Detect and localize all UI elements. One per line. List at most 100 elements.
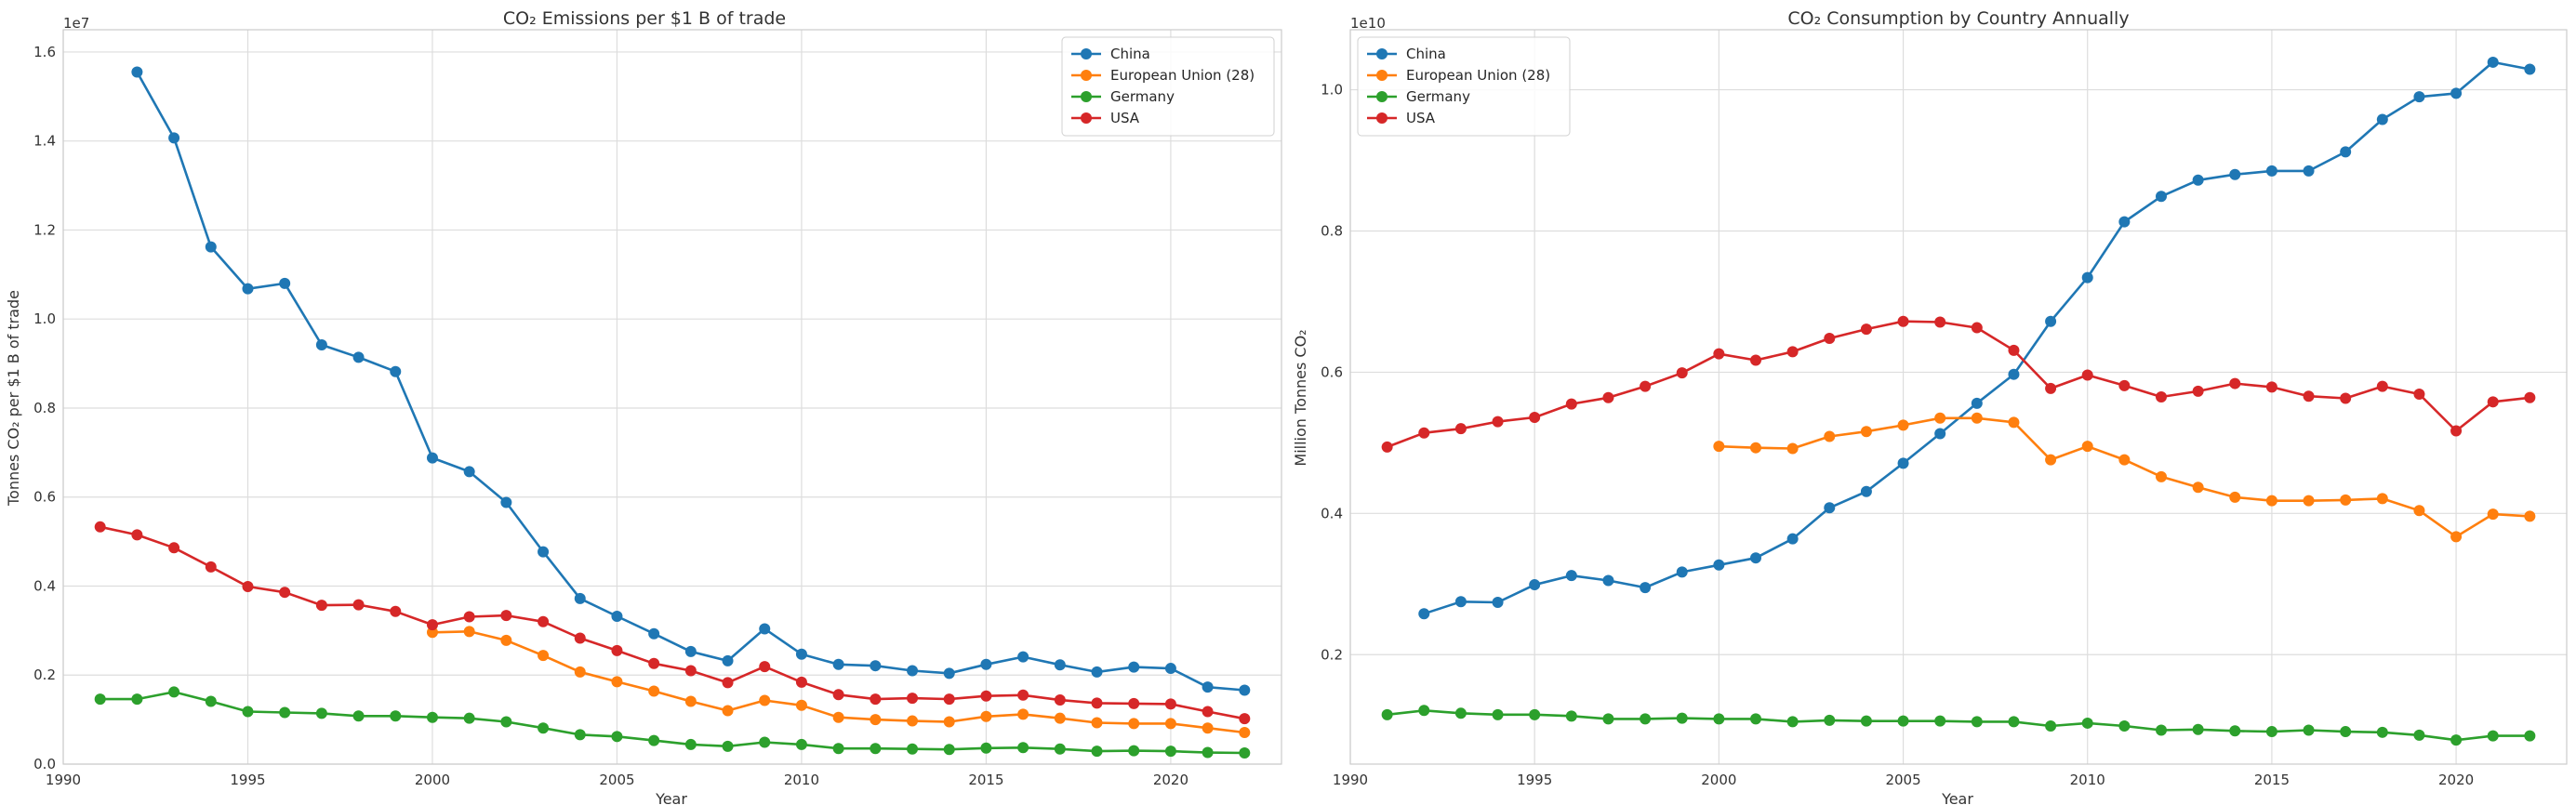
legend-item-germany: Germany <box>1367 88 1470 105</box>
data-point <box>1418 427 1430 439</box>
data-point <box>1529 708 1541 720</box>
data-point <box>2524 391 2536 403</box>
series-china <box>131 66 1251 696</box>
data-point <box>205 241 217 253</box>
data-point <box>1202 746 1214 759</box>
data-point <box>1381 441 1393 453</box>
grid <box>62 29 1282 765</box>
x-tick-label: 1990 <box>46 772 81 788</box>
data-point <box>352 710 365 722</box>
data-point <box>279 706 291 719</box>
data-point <box>907 715 919 727</box>
data-point <box>684 665 697 677</box>
data-point <box>907 693 919 705</box>
data-point <box>242 580 254 592</box>
data-point <box>870 743 882 755</box>
data-point <box>2008 368 2020 380</box>
data-point <box>2450 734 2463 746</box>
data-point <box>2413 505 2425 517</box>
y-tick-label: 1.2 <box>33 221 56 238</box>
data-point <box>1054 659 1066 671</box>
data-point <box>2413 388 2425 400</box>
x-axis-label: Year <box>1941 790 1973 805</box>
data-point <box>980 742 992 754</box>
legend-item-usa: USA <box>1367 110 1436 126</box>
data-point <box>648 685 660 697</box>
data-point <box>2340 494 2352 506</box>
data-point <box>1454 707 1467 719</box>
data-point <box>1091 746 1103 758</box>
data-point <box>1128 661 1140 673</box>
data-point <box>2340 146 2352 158</box>
data-point <box>2156 391 2167 402</box>
data-point <box>648 734 660 746</box>
data-point <box>1164 746 1176 758</box>
data-point <box>2118 719 2131 732</box>
data-point <box>980 710 992 722</box>
data-point <box>2265 495 2277 507</box>
data-point <box>1454 423 1467 435</box>
data-point <box>463 611 475 623</box>
data-point <box>1713 559 1725 571</box>
data-point <box>538 615 550 627</box>
y-tick-label: 0.4 <box>1321 505 1343 521</box>
data-point <box>352 351 365 363</box>
data-point <box>722 654 734 666</box>
plot-frame <box>1349 29 2568 765</box>
data-point <box>1860 715 1872 727</box>
data-point <box>2524 63 2536 75</box>
data-point <box>2524 730 2536 742</box>
grid <box>1349 29 2568 765</box>
data-point <box>870 693 882 706</box>
data-point <box>759 623 771 635</box>
data-point <box>500 634 512 646</box>
data-point <box>1602 574 1614 587</box>
data-point <box>1713 441 1725 453</box>
legend-label: USA <box>1406 110 1436 126</box>
x-tick-label: 2020 <box>2438 772 2474 788</box>
data-point <box>2303 165 2315 177</box>
data-point <box>1381 708 1393 720</box>
legend-swatch-marker <box>1376 91 1388 102</box>
data-point <box>168 686 180 698</box>
data-point <box>722 677 734 689</box>
data-point <box>2487 730 2499 742</box>
data-point <box>2045 382 2057 394</box>
data-point <box>1091 717 1103 729</box>
legend-label: China <box>1110 46 1150 62</box>
data-point <box>1971 397 1983 409</box>
data-point <box>538 722 550 734</box>
data-point <box>2156 470 2167 482</box>
data-point <box>907 665 919 677</box>
x-tick-label: 2005 <box>599 772 634 788</box>
data-point <box>315 707 327 719</box>
data-point <box>611 731 623 743</box>
data-point <box>980 658 992 670</box>
legend-box <box>1357 36 1571 137</box>
series-germany <box>1381 705 2536 746</box>
data-point <box>2413 729 2425 741</box>
data-point <box>279 587 291 599</box>
data-point <box>870 660 882 672</box>
data-point <box>2192 482 2204 494</box>
x-tick-label: 2000 <box>1701 772 1736 788</box>
data-point <box>1971 412 1983 424</box>
data-point <box>759 694 771 706</box>
data-point <box>980 690 992 702</box>
data-point <box>1897 315 1909 327</box>
data-point <box>1017 708 1029 720</box>
legend-swatch-marker <box>1376 112 1388 124</box>
data-point <box>943 716 955 728</box>
data-point <box>2487 396 2499 408</box>
x-tick-label: 2015 <box>2254 772 2290 788</box>
data-point <box>1676 712 1688 724</box>
data-point <box>1017 651 1029 663</box>
data-point <box>1713 348 1725 360</box>
data-point <box>1054 743 1066 755</box>
y-tick-label: 0.4 <box>33 577 56 594</box>
data-point <box>242 283 254 295</box>
data-point <box>2450 425 2463 437</box>
data-point <box>500 716 512 728</box>
data-point <box>2081 271 2093 284</box>
